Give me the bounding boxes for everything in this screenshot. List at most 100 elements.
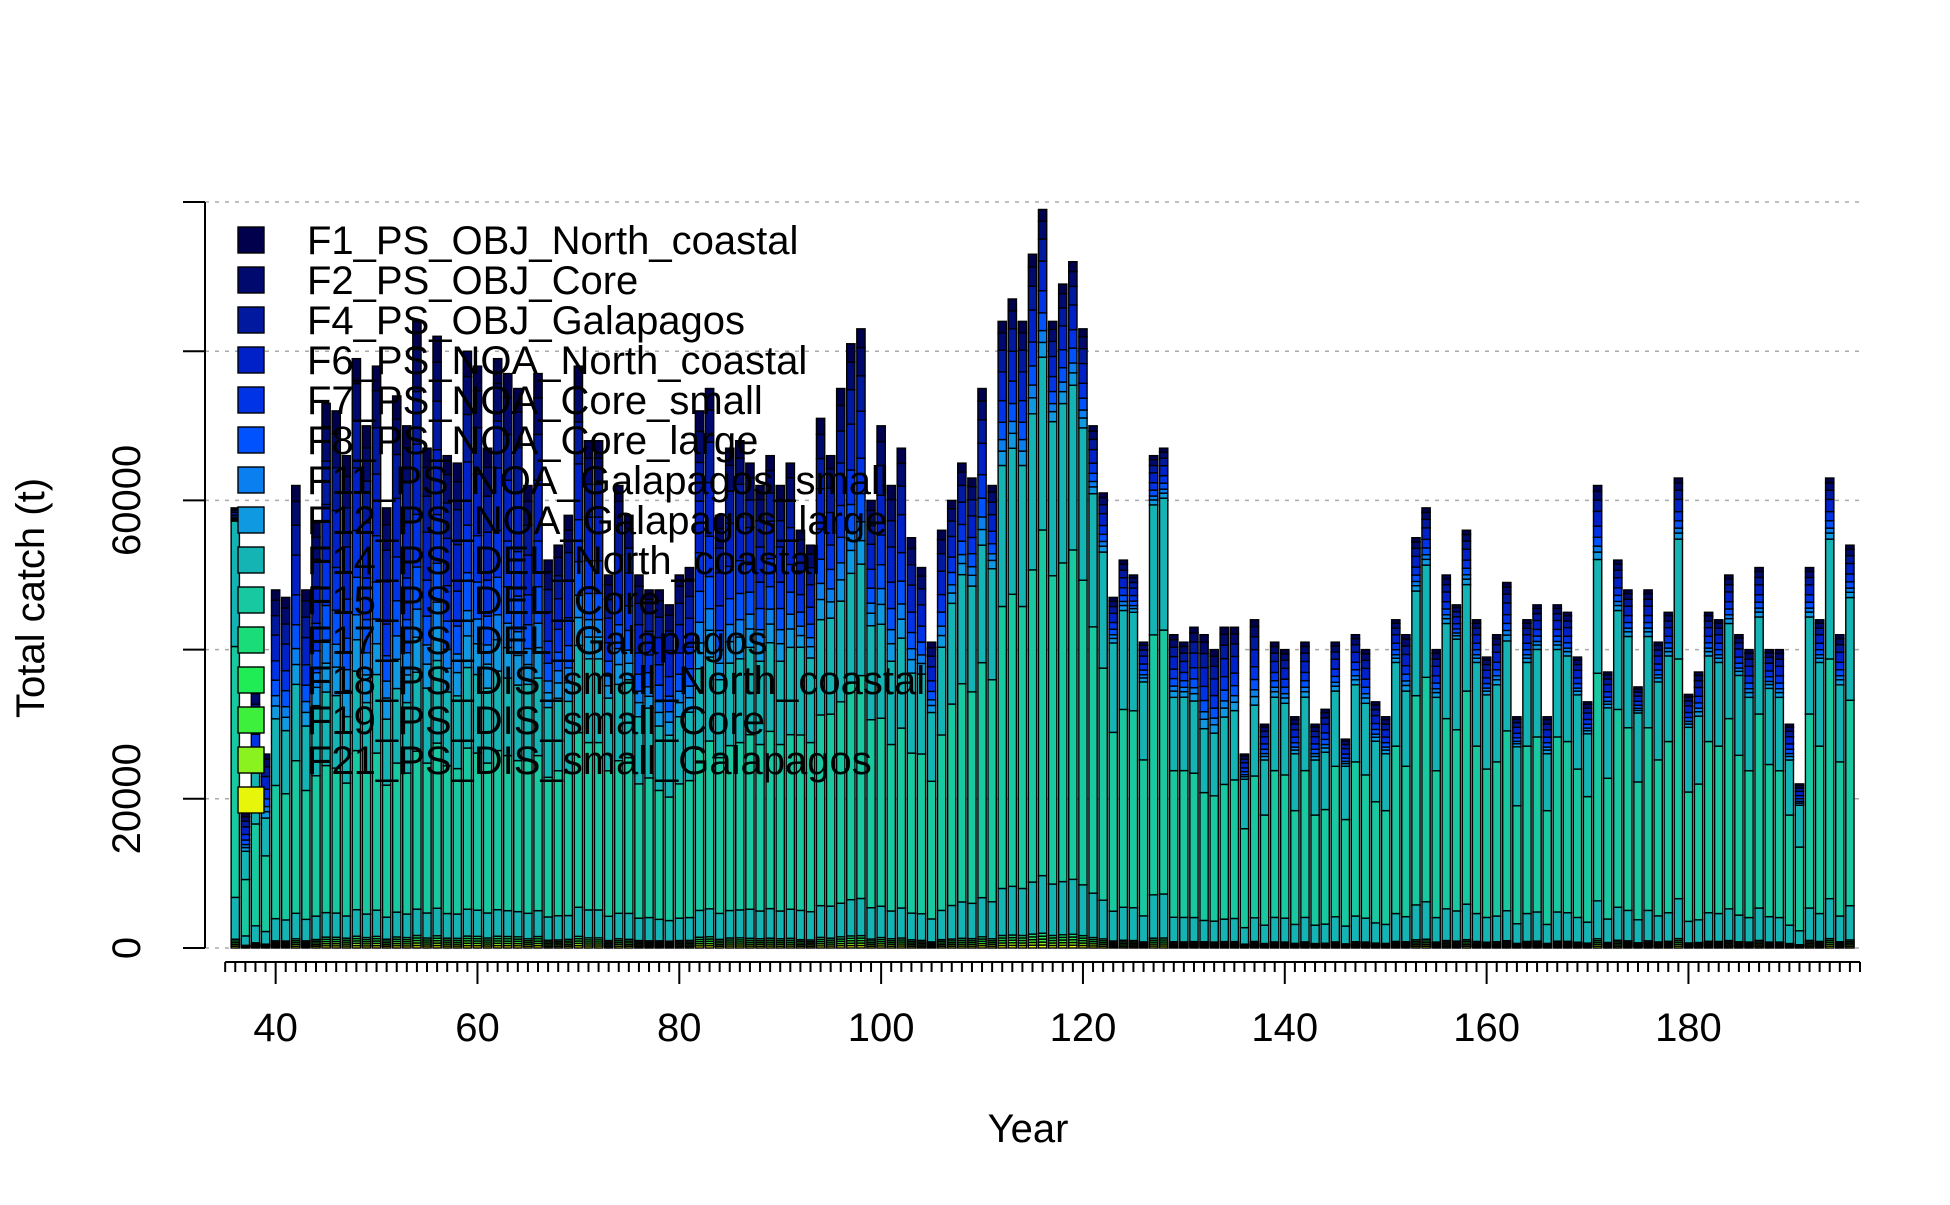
bar-segment <box>1158 451 1169 459</box>
bar-segment <box>1269 645 1280 654</box>
bar-segment <box>946 904 957 940</box>
y-tick-label: 0 <box>105 937 149 959</box>
bar-segment <box>1744 648 1754 655</box>
bar-segment <box>1330 651 1341 660</box>
bar-segment <box>1088 448 1098 464</box>
bar-segment <box>1421 511 1431 521</box>
bar-segment <box>240 850 251 881</box>
bar-segment <box>735 909 745 939</box>
bar-segment <box>523 759 533 915</box>
bar-segment <box>1723 908 1734 942</box>
bar-segment <box>946 602 957 705</box>
bar-segment <box>1330 645 1341 653</box>
bar-segment <box>1290 923 1300 945</box>
bar-segment <box>1643 614 1653 624</box>
bar-segment <box>1794 930 1805 946</box>
bar <box>1279 648 1290 949</box>
axes: Year Total catch (t) 0 20000 60000 40 60 80 10… <box>9 201 1861 1151</box>
bar-segment <box>270 634 281 662</box>
bar <box>1602 671 1613 949</box>
bar-segment <box>1148 482 1159 491</box>
bar-segment <box>1703 740 1714 914</box>
bar-segment <box>1804 576 1815 586</box>
bar-segment <box>512 759 523 913</box>
bar-segment <box>1179 652 1189 663</box>
bar <box>846 343 856 949</box>
bar-segment <box>603 770 614 917</box>
bar-segment <box>1713 912 1724 943</box>
bar-segment <box>1068 384 1078 551</box>
bar-segment <box>1189 700 1199 774</box>
bar-segment <box>1219 675 1230 691</box>
bar-segment <box>795 529 806 541</box>
bar-segment <box>1703 635 1714 644</box>
bar <box>442 454 453 949</box>
bar-segment <box>1431 770 1441 919</box>
bar-segment <box>1320 738 1330 746</box>
bar <box>1269 641 1280 949</box>
bar-segment <box>1148 454 1159 461</box>
bar <box>1431 648 1441 949</box>
bar-segment <box>987 543 997 555</box>
bar-segment <box>1834 633 1845 640</box>
bar-segment <box>1158 893 1169 939</box>
bar <box>422 447 432 949</box>
bar-segment <box>1350 633 1361 640</box>
bar-segment <box>1128 907 1139 942</box>
bar-segment <box>1108 596 1119 602</box>
bar-segment <box>1461 903 1472 941</box>
bar-segment <box>1693 674 1704 682</box>
bar-segment <box>1673 477 1684 484</box>
bar-segment <box>1118 708 1129 908</box>
bar-segment <box>1512 746 1522 807</box>
bar-segment <box>926 699 937 707</box>
bar <box>1471 619 1482 949</box>
bar-segment <box>1401 915 1411 943</box>
bar <box>1723 574 1734 949</box>
bar-segment <box>1300 690 1310 698</box>
bar-segment <box>1068 878 1078 935</box>
bar-segment <box>1421 547 1431 556</box>
legend-label: F19_PS_DIS_small_Core <box>307 699 765 743</box>
bar-segment <box>815 904 826 939</box>
bar-segment <box>1703 611 1714 617</box>
bar-segment <box>805 606 816 625</box>
bar-segment <box>1451 638 1462 731</box>
bar-segment <box>1774 696 1785 772</box>
bar-segment <box>1461 578 1472 586</box>
bar-segment <box>1350 651 1361 663</box>
bar-segment <box>230 896 241 940</box>
bar-segment <box>1491 684 1502 763</box>
bar-segment <box>1027 365 1038 386</box>
bar-segment <box>1219 716 1230 786</box>
bar-segment <box>1723 617 1734 625</box>
bar-segment <box>341 782 352 917</box>
bar-segment <box>1683 726 1694 793</box>
bar-segment <box>1501 602 1512 616</box>
bar-segment <box>1744 691 1754 699</box>
bar-segment <box>1411 555 1421 568</box>
bar-segment <box>1512 716 1522 720</box>
bar-segment <box>876 587 886 606</box>
bar <box>1461 529 1472 949</box>
bar-segment <box>1098 545 1108 553</box>
bar <box>1199 633 1209 949</box>
bar-segment <box>613 912 624 940</box>
bar-segment <box>1744 675 1754 684</box>
bar <box>1612 559 1623 949</box>
bar-segment <box>1037 238 1048 262</box>
bar-segment <box>1179 690 1189 698</box>
bar-segment <box>1673 489 1684 501</box>
bar-segment <box>1078 397 1088 411</box>
bar-segment <box>1491 644 1502 653</box>
bar-segment <box>775 607 786 631</box>
bar-segment <box>1027 253 1038 268</box>
bar-segment <box>401 772 412 915</box>
bar-segment <box>1612 559 1623 565</box>
bar-segment <box>1713 622 1724 629</box>
bar-segment <box>270 660 281 681</box>
bar-segment <box>926 647 937 657</box>
bar-segment <box>1279 702 1290 776</box>
bar-segment <box>1532 613 1542 622</box>
bar-segment <box>1421 527 1431 541</box>
